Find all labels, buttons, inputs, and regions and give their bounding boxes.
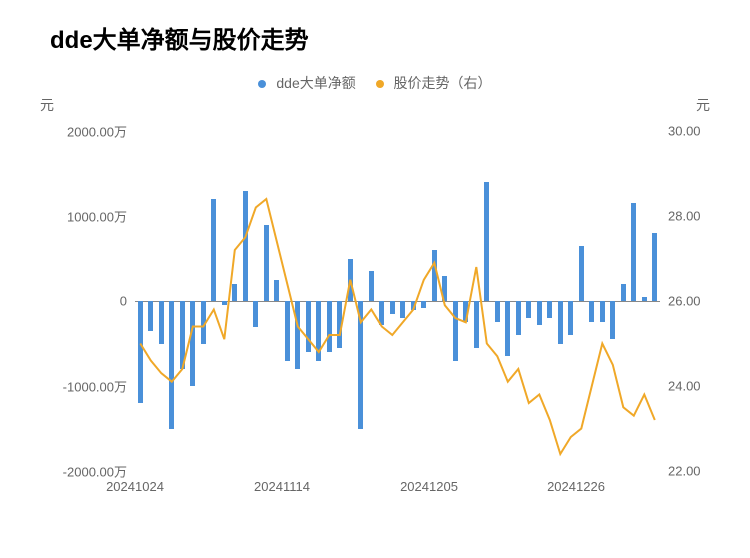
- line-series: [135, 131, 660, 471]
- legend-item-bars: dde大单净额: [258, 73, 355, 93]
- y-tick-left: 0: [120, 294, 127, 309]
- legend-marker-bars: [258, 80, 266, 88]
- legend-label-line: 股价走势（右）: [394, 75, 492, 91]
- y-tick-right: 30.00: [668, 124, 701, 139]
- chart-title: dde大单净额与股价走势: [50, 20, 720, 55]
- y-tick-left: 1000.00万: [67, 207, 127, 226]
- price-line: [140, 199, 655, 454]
- y-tick-right: 24.00: [668, 379, 701, 394]
- y-tick-left: 2000.00万: [67, 122, 127, 141]
- chart-container: dde大单净额与股价走势 dde大单净额 股价走势（右） 元 元 2000.00…: [0, 0, 750, 558]
- legend-marker-line: [376, 80, 384, 88]
- legend: dde大单净额 股价走势（右）: [30, 73, 720, 93]
- y-tick-right: 28.00: [668, 209, 701, 224]
- y-axis-label-left: 元: [40, 95, 54, 115]
- legend-label-bars: dde大单净额: [276, 75, 355, 91]
- x-tick: 20241024: [106, 479, 164, 494]
- x-tick: 20241226: [547, 479, 605, 494]
- y-axis-label-right: 元: [696, 95, 710, 115]
- y-tick-right: 26.00: [668, 294, 701, 309]
- y-tick-left: -2000.00万: [63, 462, 127, 481]
- y-tick-right: 22.00: [668, 464, 701, 479]
- legend-item-line: 股价走势（右）: [376, 73, 492, 93]
- x-tick: 20241114: [254, 479, 310, 494]
- y-tick-left: -1000.00万: [63, 377, 127, 396]
- x-tick: 20241205: [400, 479, 458, 494]
- plot-area: 2000.00万1000.00万0-1000.00万-2000.00万30.00…: [135, 131, 660, 471]
